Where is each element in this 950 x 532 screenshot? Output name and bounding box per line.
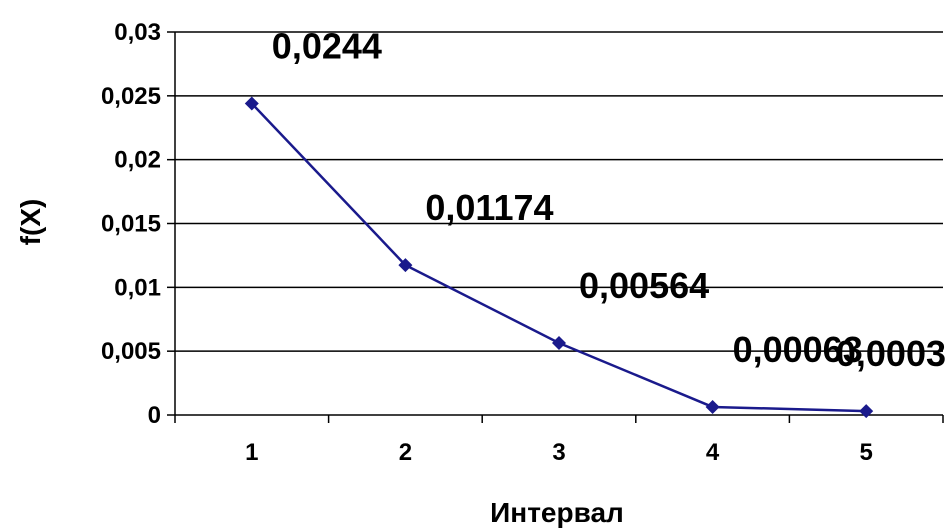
x-tick-labels: 1 2 3 4 5 <box>245 439 873 466</box>
y-tick-label: 0,01 <box>114 274 161 301</box>
data-point-marker <box>398 258 413 273</box>
gridlines <box>175 31 943 352</box>
y-tick-labels: 0 0,005 0,01 0,015 0,02 0,025 0,03 <box>101 19 161 429</box>
x-tick-label: 4 <box>706 439 720 466</box>
y-tick-label: 0,015 <box>101 211 161 238</box>
y-tick-label: 0,005 <box>101 338 161 365</box>
data-point-marker <box>859 404 874 419</box>
y-axis-title: f(X) <box>15 199 46 246</box>
data-point-marker <box>244 96 259 111</box>
data-point-marker <box>552 335 566 350</box>
y-tick-label: 0 <box>148 402 161 429</box>
x-tick-label: 5 <box>860 439 873 466</box>
y-tick-label: 0,02 <box>114 147 161 174</box>
data-point-marker <box>705 399 720 414</box>
x-tick-label: 3 <box>552 439 565 466</box>
y-tick-label: 0,025 <box>101 83 161 110</box>
x-tick-label: 1 <box>245 439 258 466</box>
data-label: 0,0244 <box>272 25 382 66</box>
data-label: 0,00063 <box>733 329 863 370</box>
x-tick-label: 2 <box>399 439 412 466</box>
series-line <box>244 96 874 419</box>
x-axis-title: Интервал <box>490 497 624 528</box>
data-label: 0,0003 <box>836 333 946 374</box>
axes <box>167 31 944 423</box>
data-label: 0,00564 <box>579 265 709 306</box>
y-tick-label: 0,03 <box>114 19 161 46</box>
data-label: 0,01174 <box>425 187 553 228</box>
